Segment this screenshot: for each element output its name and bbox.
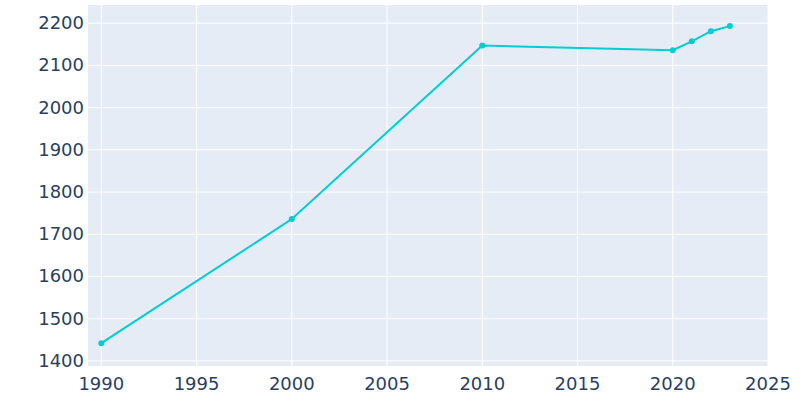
y-grid-line: [88, 107, 768, 108]
chart-svg: 1400 1500 1600 1700 1800 1900 2000 2100 2200 1990…: [0, 0, 800, 400]
x-grid-line: [577, 5, 578, 366]
x-tick-label: 2015: [555, 373, 601, 394]
y-grid-line: [88, 360, 768, 361]
line: [101, 26, 730, 343]
y-tick-label: 1900: [38, 139, 84, 160]
marker: [689, 38, 695, 44]
x-tick-label: 1990: [78, 373, 124, 394]
x-grid-line: [672, 5, 673, 366]
y-grid-line: [88, 276, 768, 277]
y-grid-line: [88, 65, 768, 66]
y-tick-label: 2200: [38, 12, 84, 33]
y-tick-label: 2100: [38, 54, 84, 75]
y-grid-line: [88, 23, 768, 24]
y-tick-label: 1600: [38, 265, 84, 286]
x-tick-label: 2005: [364, 373, 410, 394]
x-grid-line: [291, 5, 292, 366]
x-tick-label: 1995: [174, 373, 220, 394]
marker: [289, 216, 295, 222]
y-grid-line: [88, 192, 768, 193]
x-grid-line: [768, 5, 769, 366]
tick-labels: 1400 1500 1600 1700 1800 1900 2000 2100 2200 1990…: [38, 12, 791, 394]
x-tick-label: 2025: [745, 373, 791, 394]
y-grid-line: [88, 234, 768, 235]
y-tick-label: 1500: [38, 308, 84, 329]
y-tick-label: 1400: [38, 350, 84, 371]
y-tick-label: 1800: [38, 181, 84, 202]
y-tick-label: 2000: [38, 97, 84, 118]
data-layer: [98, 23, 733, 346]
marker: [479, 43, 485, 49]
x-grid-line: [482, 5, 483, 366]
x-tick-label: 2020: [650, 373, 696, 394]
x-grid-line: [387, 5, 388, 366]
y-grid-line: [88, 149, 768, 150]
x-tick-label: 2000: [269, 373, 315, 394]
x-grid-line: [101, 5, 102, 366]
plot-background: [88, 5, 768, 366]
y-grid-line: [88, 318, 768, 319]
marker: [670, 47, 676, 53]
grid: [88, 5, 768, 366]
x-grid-line: [196, 5, 197, 366]
marker: [727, 23, 733, 29]
y-tick-label: 1700: [38, 223, 84, 244]
marker: [708, 28, 714, 34]
x-tick-label: 2010: [459, 373, 505, 394]
chart-container: 1400 1500 1600 1700 1800 1900 2000 2100 2200 1990…: [0, 0, 800, 400]
marker: [98, 340, 104, 346]
